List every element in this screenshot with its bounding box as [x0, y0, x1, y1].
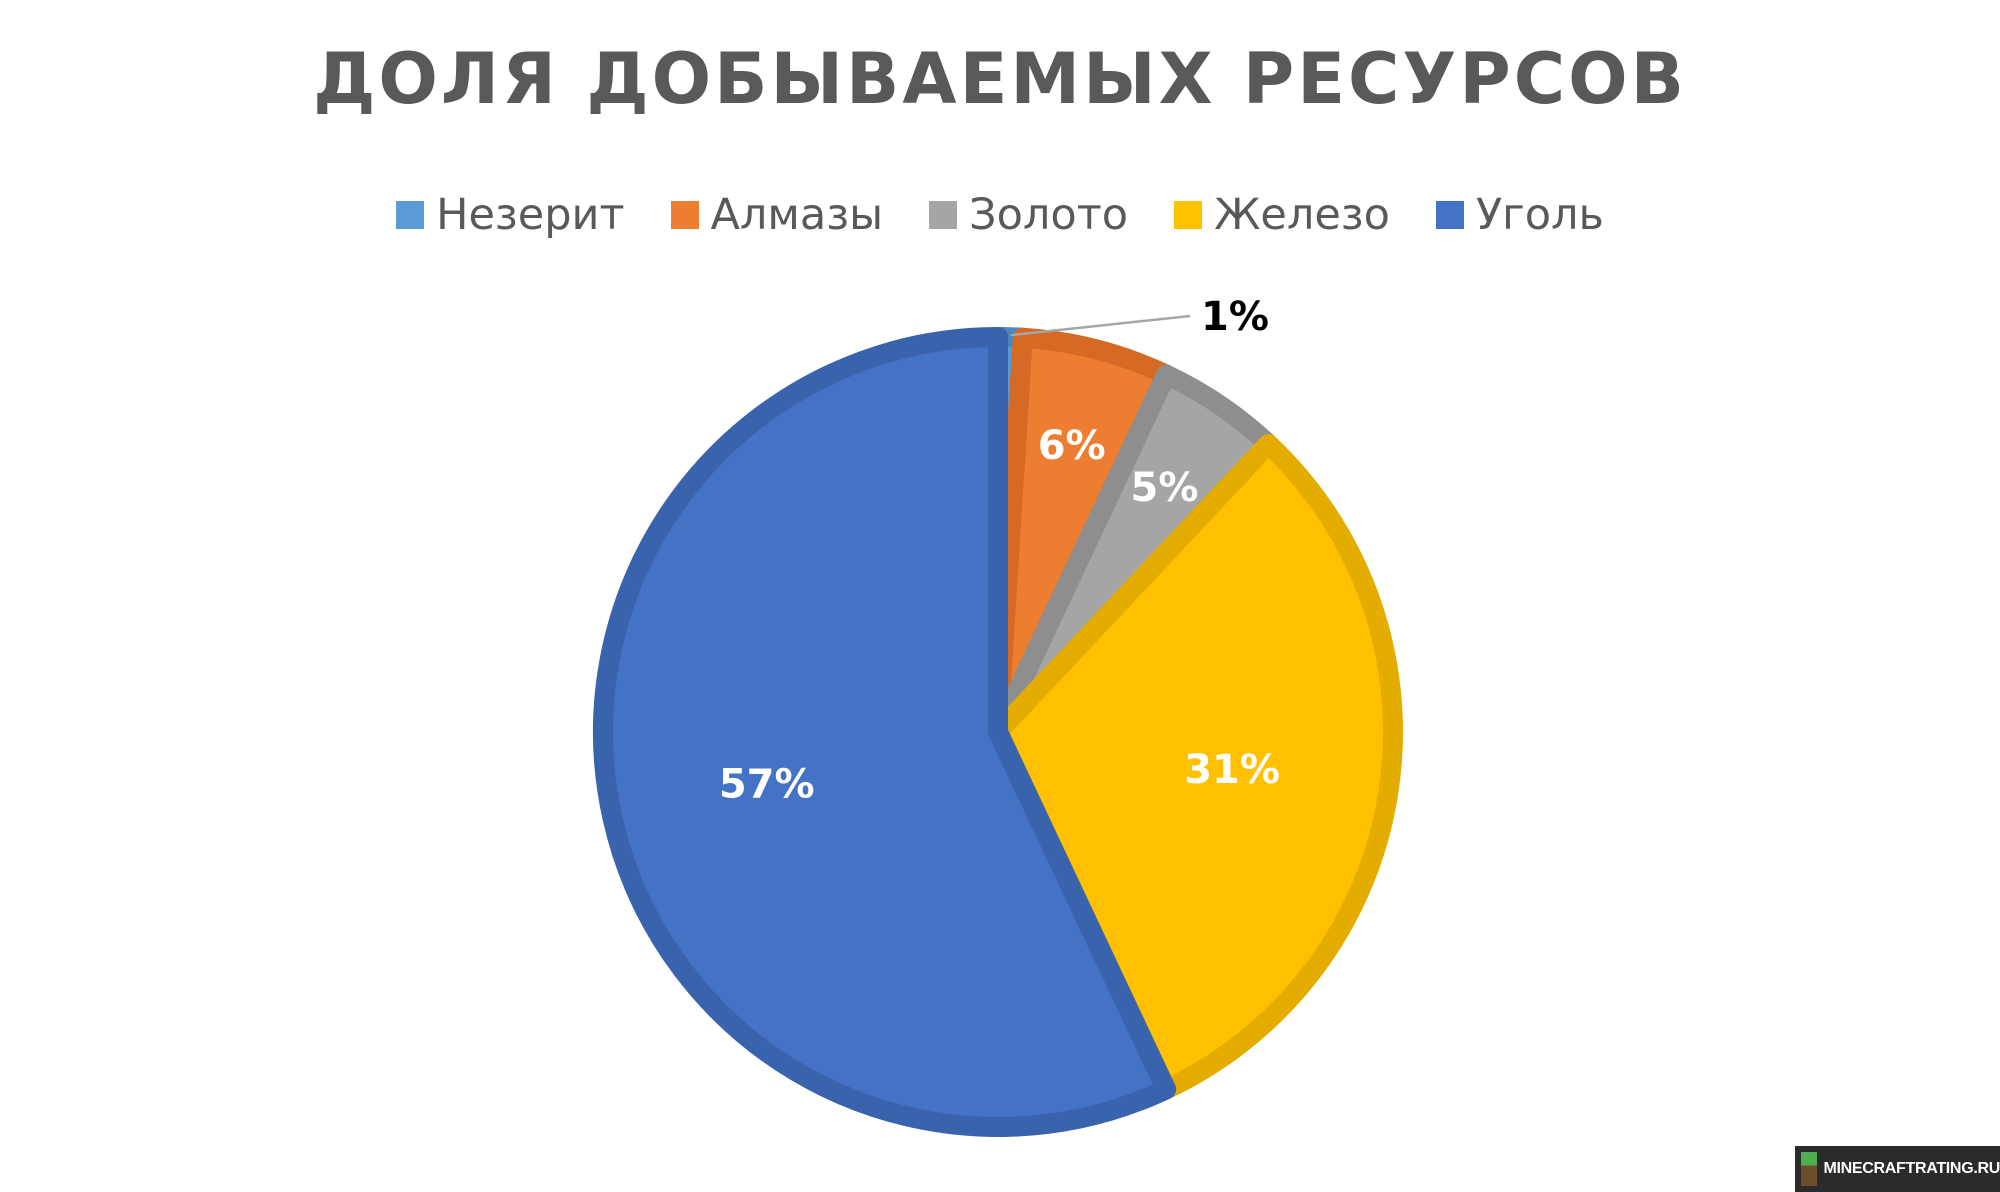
- data-label-almazy: 6%: [1038, 423, 1106, 469]
- legend-swatch-nezerit: [396, 201, 425, 229]
- watermark-text: MINECRAFTRATING.RU: [1823, 1160, 2000, 1177]
- legend-label-zhelezo: Железо: [1214, 190, 1390, 240]
- legend-item-zoloto: Золото: [929, 190, 1128, 240]
- legend-item-almazy: Алмазы: [670, 190, 884, 240]
- legend-item-zhelezo: Железо: [1174, 190, 1390, 240]
- legend-label-zoloto: Золото: [969, 190, 1129, 240]
- watermark: MINECRAFTRATING.RU: [1795, 1146, 2000, 1192]
- legend-swatch-ugol: [1435, 201, 1464, 229]
- legend-item-nezerit: Незерит: [396, 190, 625, 240]
- legend-label-ugol: Уголь: [1475, 190, 1604, 240]
- legend: Незерит Алмазы Золото Железо Уголь: [0, 190, 2000, 240]
- data-label-zoloto: 5%: [1131, 465, 1199, 511]
- legend-label-nezerit: Незерит: [436, 190, 625, 240]
- pie-slice-ugol: [593, 327, 1177, 1137]
- chart-title: ДОЛЯ ДОБЫВАЕМЫХ РЕСУРСОВ: [313, 38, 1687, 120]
- legend-swatch-almazy: [670, 201, 699, 229]
- data-label-zhelezo: 31%: [1184, 747, 1280, 793]
- data-label-ugol: 57%: [719, 762, 815, 808]
- legend-swatch-zoloto: [929, 201, 958, 229]
- legend-label-almazy: Алмазы: [710, 190, 884, 240]
- legend-item-ugol: Уголь: [1435, 190, 1604, 240]
- legend-swatch-zhelezo: [1174, 201, 1203, 229]
- leader-line-nezerit: [1010, 314, 1191, 337]
- data-label-nezerit: 1%: [1201, 294, 1269, 340]
- minecraft-block-icon: [1801, 1152, 1818, 1186]
